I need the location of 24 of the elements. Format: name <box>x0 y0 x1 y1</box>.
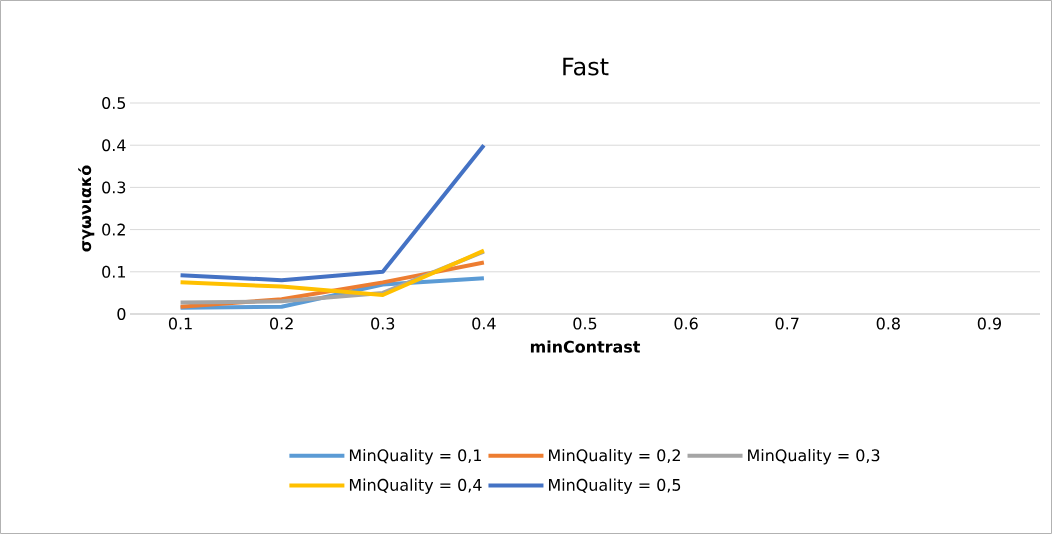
y-tick-label: 0.2 <box>102 223 125 236</box>
x-tick-label: 0.4 <box>472 317 496 330</box>
y-tick-label: 0.3 <box>102 181 126 194</box>
y-tick-label: 0.4 <box>102 139 126 152</box>
y-axis-title: σγωνιακό <box>78 165 95 252</box>
legend-label: MinQuality = 0,4 <box>349 478 482 495</box>
legend-label: MinQuality = 0,5 <box>549 478 681 495</box>
x-tick-label: 0.3 <box>371 317 395 330</box>
x-tick-label: 0.6 <box>674 317 698 330</box>
x-tick-label: 0.5 <box>573 317 597 330</box>
x-tick-label: 0.9 <box>977 317 1001 330</box>
y-tick-label: 0 <box>117 307 126 321</box>
line-series <box>178 143 486 283</box>
y-tick-label: 0.1 <box>102 265 126 278</box>
chart-title: Fast <box>563 57 609 76</box>
x-tick-label: 0.7 <box>775 317 799 330</box>
x-tick-label: 0.2 <box>270 317 293 330</box>
legend-label: MinQuality = 0,1 <box>349 449 482 465</box>
x-axis-title: minContrast <box>530 340 641 353</box>
x-tick-label: 0.1 <box>168 317 192 330</box>
legend-label: MinQuality = 0,2 <box>549 449 680 465</box>
legend-label: MinQuality = 0,3 <box>748 449 880 465</box>
y-tick-label: 0.5 <box>102 96 126 110</box>
x-tick-label: 0.8 <box>876 317 900 330</box>
